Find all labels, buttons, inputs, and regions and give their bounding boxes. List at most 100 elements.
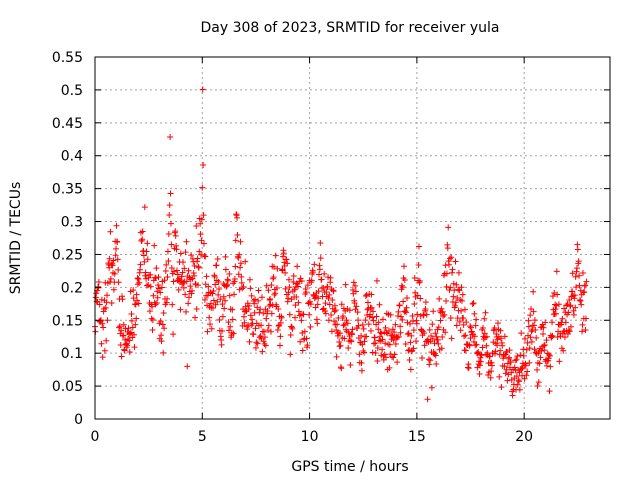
data-point bbox=[371, 334, 378, 341]
y-tick-label: 0.25 bbox=[52, 247, 83, 263]
data-point bbox=[348, 338, 355, 345]
data-point bbox=[200, 162, 207, 169]
data-point bbox=[565, 327, 572, 334]
data-point bbox=[401, 263, 407, 270]
data-point bbox=[217, 296, 224, 303]
data-point bbox=[374, 358, 381, 365]
data-point bbox=[116, 324, 123, 331]
data-point bbox=[465, 365, 472, 372]
data-point bbox=[294, 283, 301, 290]
data-point bbox=[367, 327, 374, 334]
data-point bbox=[501, 333, 508, 340]
data-point bbox=[326, 291, 333, 298]
data-point bbox=[191, 262, 198, 269]
data-point bbox=[325, 317, 332, 324]
data-point bbox=[448, 254, 455, 261]
data-point bbox=[454, 294, 461, 301]
data-point bbox=[554, 291, 561, 298]
data-point bbox=[448, 335, 455, 342]
data-point bbox=[352, 288, 359, 295]
data-point bbox=[237, 260, 244, 267]
data-point bbox=[294, 263, 301, 270]
data-point bbox=[167, 220, 174, 227]
data-point bbox=[531, 317, 538, 324]
data-point bbox=[103, 337, 110, 344]
data-point bbox=[193, 306, 200, 313]
data-point bbox=[173, 267, 180, 274]
y-tick-label: 0.5 bbox=[61, 83, 83, 99]
data-point bbox=[272, 290, 279, 297]
data-point bbox=[252, 296, 259, 303]
data-point bbox=[161, 325, 168, 332]
data-point bbox=[440, 272, 447, 279]
data-point bbox=[565, 309, 572, 316]
y-tick-label: 0 bbox=[74, 412, 83, 428]
data-point bbox=[460, 321, 467, 328]
data-point bbox=[238, 273, 245, 280]
data-point bbox=[113, 222, 120, 229]
data-point bbox=[555, 301, 562, 308]
data-point bbox=[170, 278, 177, 285]
data-point bbox=[158, 338, 165, 345]
data-point bbox=[220, 293, 227, 300]
data-point bbox=[358, 367, 365, 374]
data-point bbox=[134, 275, 141, 282]
data-point bbox=[355, 317, 362, 324]
data-point bbox=[197, 220, 204, 227]
data-point bbox=[364, 299, 371, 306]
data-point bbox=[282, 285, 289, 292]
data-point bbox=[276, 342, 283, 349]
data-point bbox=[257, 332, 264, 339]
data-point bbox=[117, 342, 124, 349]
data-point bbox=[237, 264, 244, 271]
data-point bbox=[476, 362, 483, 369]
data-point bbox=[287, 351, 294, 358]
data-point bbox=[268, 282, 275, 289]
data-point bbox=[185, 294, 192, 301]
data-point bbox=[390, 337, 397, 344]
plot-frame bbox=[94, 56, 611, 420]
data-point bbox=[229, 316, 236, 323]
data-point bbox=[546, 351, 553, 358]
data-point bbox=[287, 332, 294, 339]
data-point bbox=[185, 300, 192, 307]
data-point bbox=[180, 284, 187, 291]
data-point bbox=[325, 295, 332, 302]
data-point bbox=[560, 347, 567, 354]
data-point bbox=[523, 346, 530, 353]
data-point bbox=[253, 339, 260, 346]
data-point bbox=[458, 284, 465, 291]
data-point bbox=[226, 271, 233, 278]
data-point bbox=[414, 292, 421, 299]
data-point bbox=[440, 313, 447, 320]
data-point bbox=[299, 329, 306, 336]
data-point bbox=[198, 216, 205, 223]
data-point bbox=[246, 276, 253, 283]
axis-ticks bbox=[94, 56, 610, 420]
data-point bbox=[195, 264, 202, 271]
data-point bbox=[238, 279, 245, 286]
data-point bbox=[241, 319, 248, 326]
data-point bbox=[530, 308, 537, 315]
data-point bbox=[304, 342, 311, 349]
data-point bbox=[458, 297, 465, 304]
data-point bbox=[520, 352, 527, 359]
data-point bbox=[421, 342, 428, 349]
data-point bbox=[441, 311, 448, 318]
data-point bbox=[395, 308, 402, 315]
data-point bbox=[345, 329, 352, 336]
data-point bbox=[405, 330, 412, 337]
data-point bbox=[324, 283, 331, 290]
data-point bbox=[516, 378, 523, 385]
data-point bbox=[408, 332, 415, 339]
data-point bbox=[331, 308, 338, 315]
data-point bbox=[207, 321, 214, 328]
data-point bbox=[168, 241, 175, 248]
data-point bbox=[214, 298, 221, 305]
data-point bbox=[285, 295, 292, 302]
data-point bbox=[516, 369, 523, 376]
data-point bbox=[446, 261, 453, 268]
data-point bbox=[131, 344, 138, 351]
data-point bbox=[153, 300, 160, 307]
data-point bbox=[543, 362, 550, 369]
